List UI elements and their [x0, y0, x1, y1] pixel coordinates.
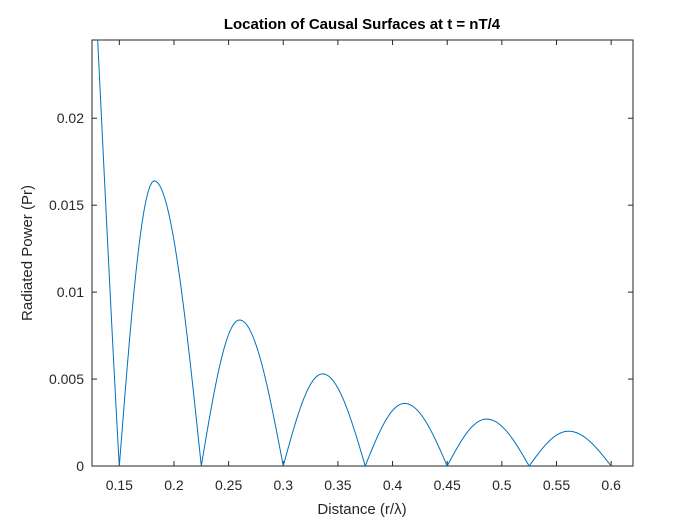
y-tick-label: 0.02	[57, 110, 84, 126]
y-tick-label: 0.005	[49, 371, 84, 387]
chart-title: Location of Causal Surfaces at t = nT/4	[224, 16, 501, 33]
y-tick-label: 0	[76, 458, 84, 474]
x-tick-label: 0.45	[434, 477, 461, 493]
x-tick-label: 0.5	[492, 477, 512, 493]
y-axis: 0 0.005 0.01 0.015 0.02	[49, 110, 633, 474]
x-tick-label: 0.35	[324, 477, 351, 493]
y-axis-label: Radiated Power (Pr)	[19, 185, 36, 321]
series-line	[97, 39, 612, 468]
x-tick-label: 0.6	[601, 477, 621, 493]
axes-box	[91, 39, 634, 467]
x-axis: 0.15 0.2 0.25 0.3 0.35 0.4 0.45 0.5 0.55 0.6	[106, 40, 621, 493]
y-tick-label: 0.01	[57, 284, 84, 300]
plot-area: 0.15 0.2 0.25 0.3 0.35 0.4 0.45 0.5 0.55 0.6 0 0.0…	[49, 39, 634, 493]
x-tick-label: 0.3	[274, 477, 294, 493]
x-tick-label: 0.2	[164, 477, 184, 493]
x-tick-label: 0.4	[383, 477, 403, 493]
x-tick-label: 0.55	[543, 477, 570, 493]
y-tick-label: 0.015	[49, 197, 84, 213]
x-axis-label: Distance (r/λ)	[317, 501, 406, 518]
x-tick-label: 0.25	[215, 477, 242, 493]
x-tick-label: 0.15	[106, 477, 133, 493]
